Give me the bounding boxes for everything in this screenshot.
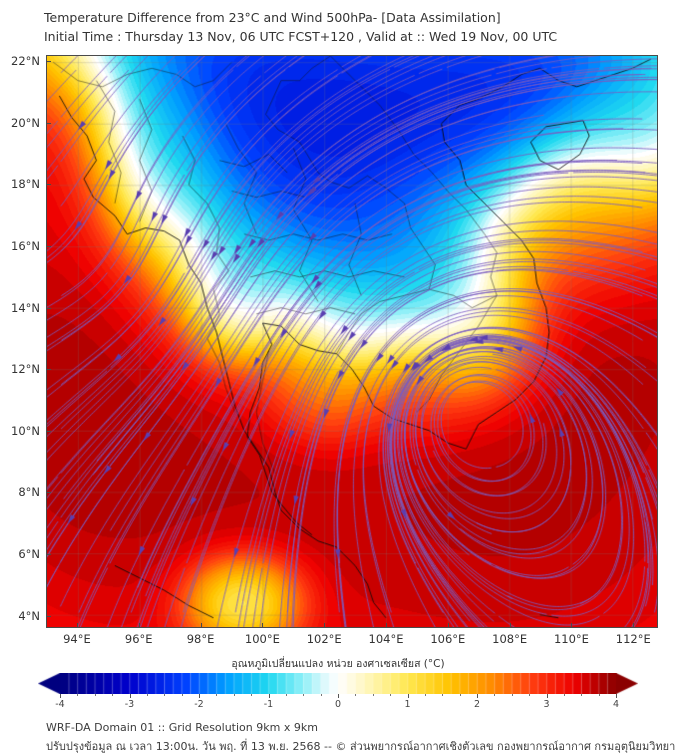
- colorbar-minor-tick: [355, 694, 357, 696]
- colorbar-minor-tick: [216, 694, 218, 696]
- colorbar-minor-tick: [146, 694, 148, 696]
- x-axis-tick-mark: [510, 623, 511, 628]
- colorbar-minor-tick: [529, 694, 531, 696]
- x-axis-tick-mark: [386, 623, 387, 628]
- x-axis-tick-label: 110°E: [553, 632, 589, 646]
- wind-streamlines-500hpa: [47, 56, 657, 627]
- y-axis-tick-mark: [46, 308, 51, 309]
- y-axis-tick-mark: [46, 61, 51, 62]
- y-axis-tick-label: 18°N: [11, 177, 40, 192]
- colorbar-minor-tick: [424, 694, 426, 696]
- colorbar: อุณหภูมิเปลี่ยนแปลง หน่วย องศาเซลเซียส (…: [0, 655, 676, 717]
- x-axis-tick-mark: [633, 623, 634, 628]
- colorbar-minor-tick: [112, 694, 114, 696]
- colorbar-minor-tick: [320, 694, 322, 696]
- y-axis-tick-mark: [46, 431, 51, 432]
- colorbar-minor-tick: [251, 694, 253, 696]
- y-axis-tick-label: 8°N: [18, 485, 40, 500]
- x-axis-tick-label: 112°E: [615, 632, 651, 646]
- colorbar-gradient: [38, 673, 638, 694]
- y-axis-tick-label: 12°N: [11, 362, 40, 377]
- y-axis-tick-mark: [46, 492, 51, 493]
- y-axis-tick-label: 10°N: [11, 423, 40, 438]
- colorbar-tick: [477, 694, 478, 698]
- map-plot-area[interactable]: [46, 55, 658, 628]
- chart-title-block: Temperature Difference from 23°C and Win…: [44, 8, 664, 46]
- x-axis-tick-mark: [77, 623, 78, 628]
- colorbar-tick: [338, 694, 339, 698]
- colorbar-tick: [268, 694, 270, 698]
- colorbar-tick-label: 2: [473, 699, 481, 710]
- colorbar-tick-label: 3: [543, 699, 550, 710]
- colorbar-minor-tick: [77, 694, 79, 696]
- footer-model-info: WRF-DA Domain 01 :: Grid Resolution 9km …: [46, 721, 318, 734]
- colorbar-tick: [129, 694, 131, 698]
- y-axis-tick-mark: [46, 184, 51, 185]
- colorbar-minor-tick: [511, 694, 513, 696]
- colorbar-minor-tick: [94, 694, 96, 696]
- colorbar-minor-tick: [563, 694, 565, 696]
- colorbar-minor-tick: [285, 694, 287, 696]
- x-axis-tick-mark: [139, 623, 140, 628]
- y-axis-tick-mark: [46, 554, 51, 555]
- footer-credit: ปรับปรุงข้อมูล ณ เวลา 13:00น. วัน พฤ. ที…: [46, 740, 676, 753]
- colorbar-tick: [546, 694, 548, 698]
- colorbar-title: อุณหภูมิเปลี่ยนแปลง หน่วย องศาเซลเซียส (…: [231, 658, 445, 670]
- page-title: Temperature Difference from 23°C and Win…: [44, 10, 501, 25]
- y-axis-tick-label: 4°N: [18, 608, 40, 623]
- chart-subtitle: Initial Time : Thursday 13 Nov, 06 UTC F…: [44, 29, 558, 44]
- y-axis-tick-mark: [46, 369, 51, 370]
- colorbar-tick: [199, 694, 200, 698]
- x-axis-tick-mark: [448, 623, 449, 628]
- colorbar-minor-tick: [390, 694, 392, 696]
- x-axis-tick-label: 104°E: [368, 632, 404, 646]
- colorbar-tick-label: -4: [55, 699, 65, 710]
- x-axis-tick-mark: [262, 623, 263, 628]
- y-axis-tick-mark: [46, 616, 51, 617]
- colorbar-tick-label: -1: [263, 699, 274, 710]
- x-axis-tick-label: 102°E: [306, 632, 342, 646]
- colorbar-tick-label: 1: [404, 699, 411, 710]
- y-axis-tick-mark: [46, 123, 51, 124]
- colorbar-tick: [616, 694, 617, 698]
- colorbar-minor-tick: [442, 694, 444, 696]
- x-axis-tick-mark: [571, 623, 572, 628]
- colorbar-minor-tick: [233, 694, 235, 696]
- colorbar-tick-label: -3: [124, 699, 135, 710]
- x-axis-tick-label: 96°E: [124, 632, 153, 646]
- colorbar-minor-tick: [598, 694, 600, 696]
- colorbar-minor-tick: [459, 694, 461, 696]
- colorbar-tick: [407, 694, 409, 698]
- x-axis-tick-label: 98°E: [186, 632, 215, 646]
- x-axis-tick-label: 94°E: [63, 632, 91, 646]
- y-axis-tick-label: 6°N: [18, 547, 40, 562]
- colorbar-minor-tick: [303, 694, 305, 696]
- colorbar-tick-label: 4: [612, 699, 620, 710]
- x-axis-tick-mark: [201, 623, 202, 628]
- colorbar-minor-tick: [372, 694, 374, 696]
- colorbar-minor-tick: [181, 694, 183, 696]
- colorbar-tick-label: -2: [194, 699, 204, 710]
- x-axis-tick-label: 106°E: [430, 632, 466, 646]
- colorbar-tick: [60, 694, 61, 698]
- y-axis-tick-mark: [46, 246, 51, 247]
- colorbar-canvas: [38, 673, 638, 694]
- colorbar-minor-tick: [494, 694, 496, 696]
- y-axis-tick-label: 22°N: [11, 54, 40, 69]
- colorbar-minor-tick: [164, 694, 166, 696]
- y-axis-tick-label: 14°N: [11, 300, 40, 315]
- x-axis-tick-label: 108°E: [492, 632, 528, 646]
- colorbar-tick-label: 0: [334, 699, 342, 710]
- x-axis-tick-mark: [324, 623, 325, 628]
- x-axis-tick-label: 100°E: [244, 632, 280, 646]
- colorbar-minor-tick: [581, 694, 583, 696]
- y-axis-tick-label: 16°N: [11, 239, 40, 253]
- y-axis-tick-label: 20°N: [11, 115, 40, 130]
